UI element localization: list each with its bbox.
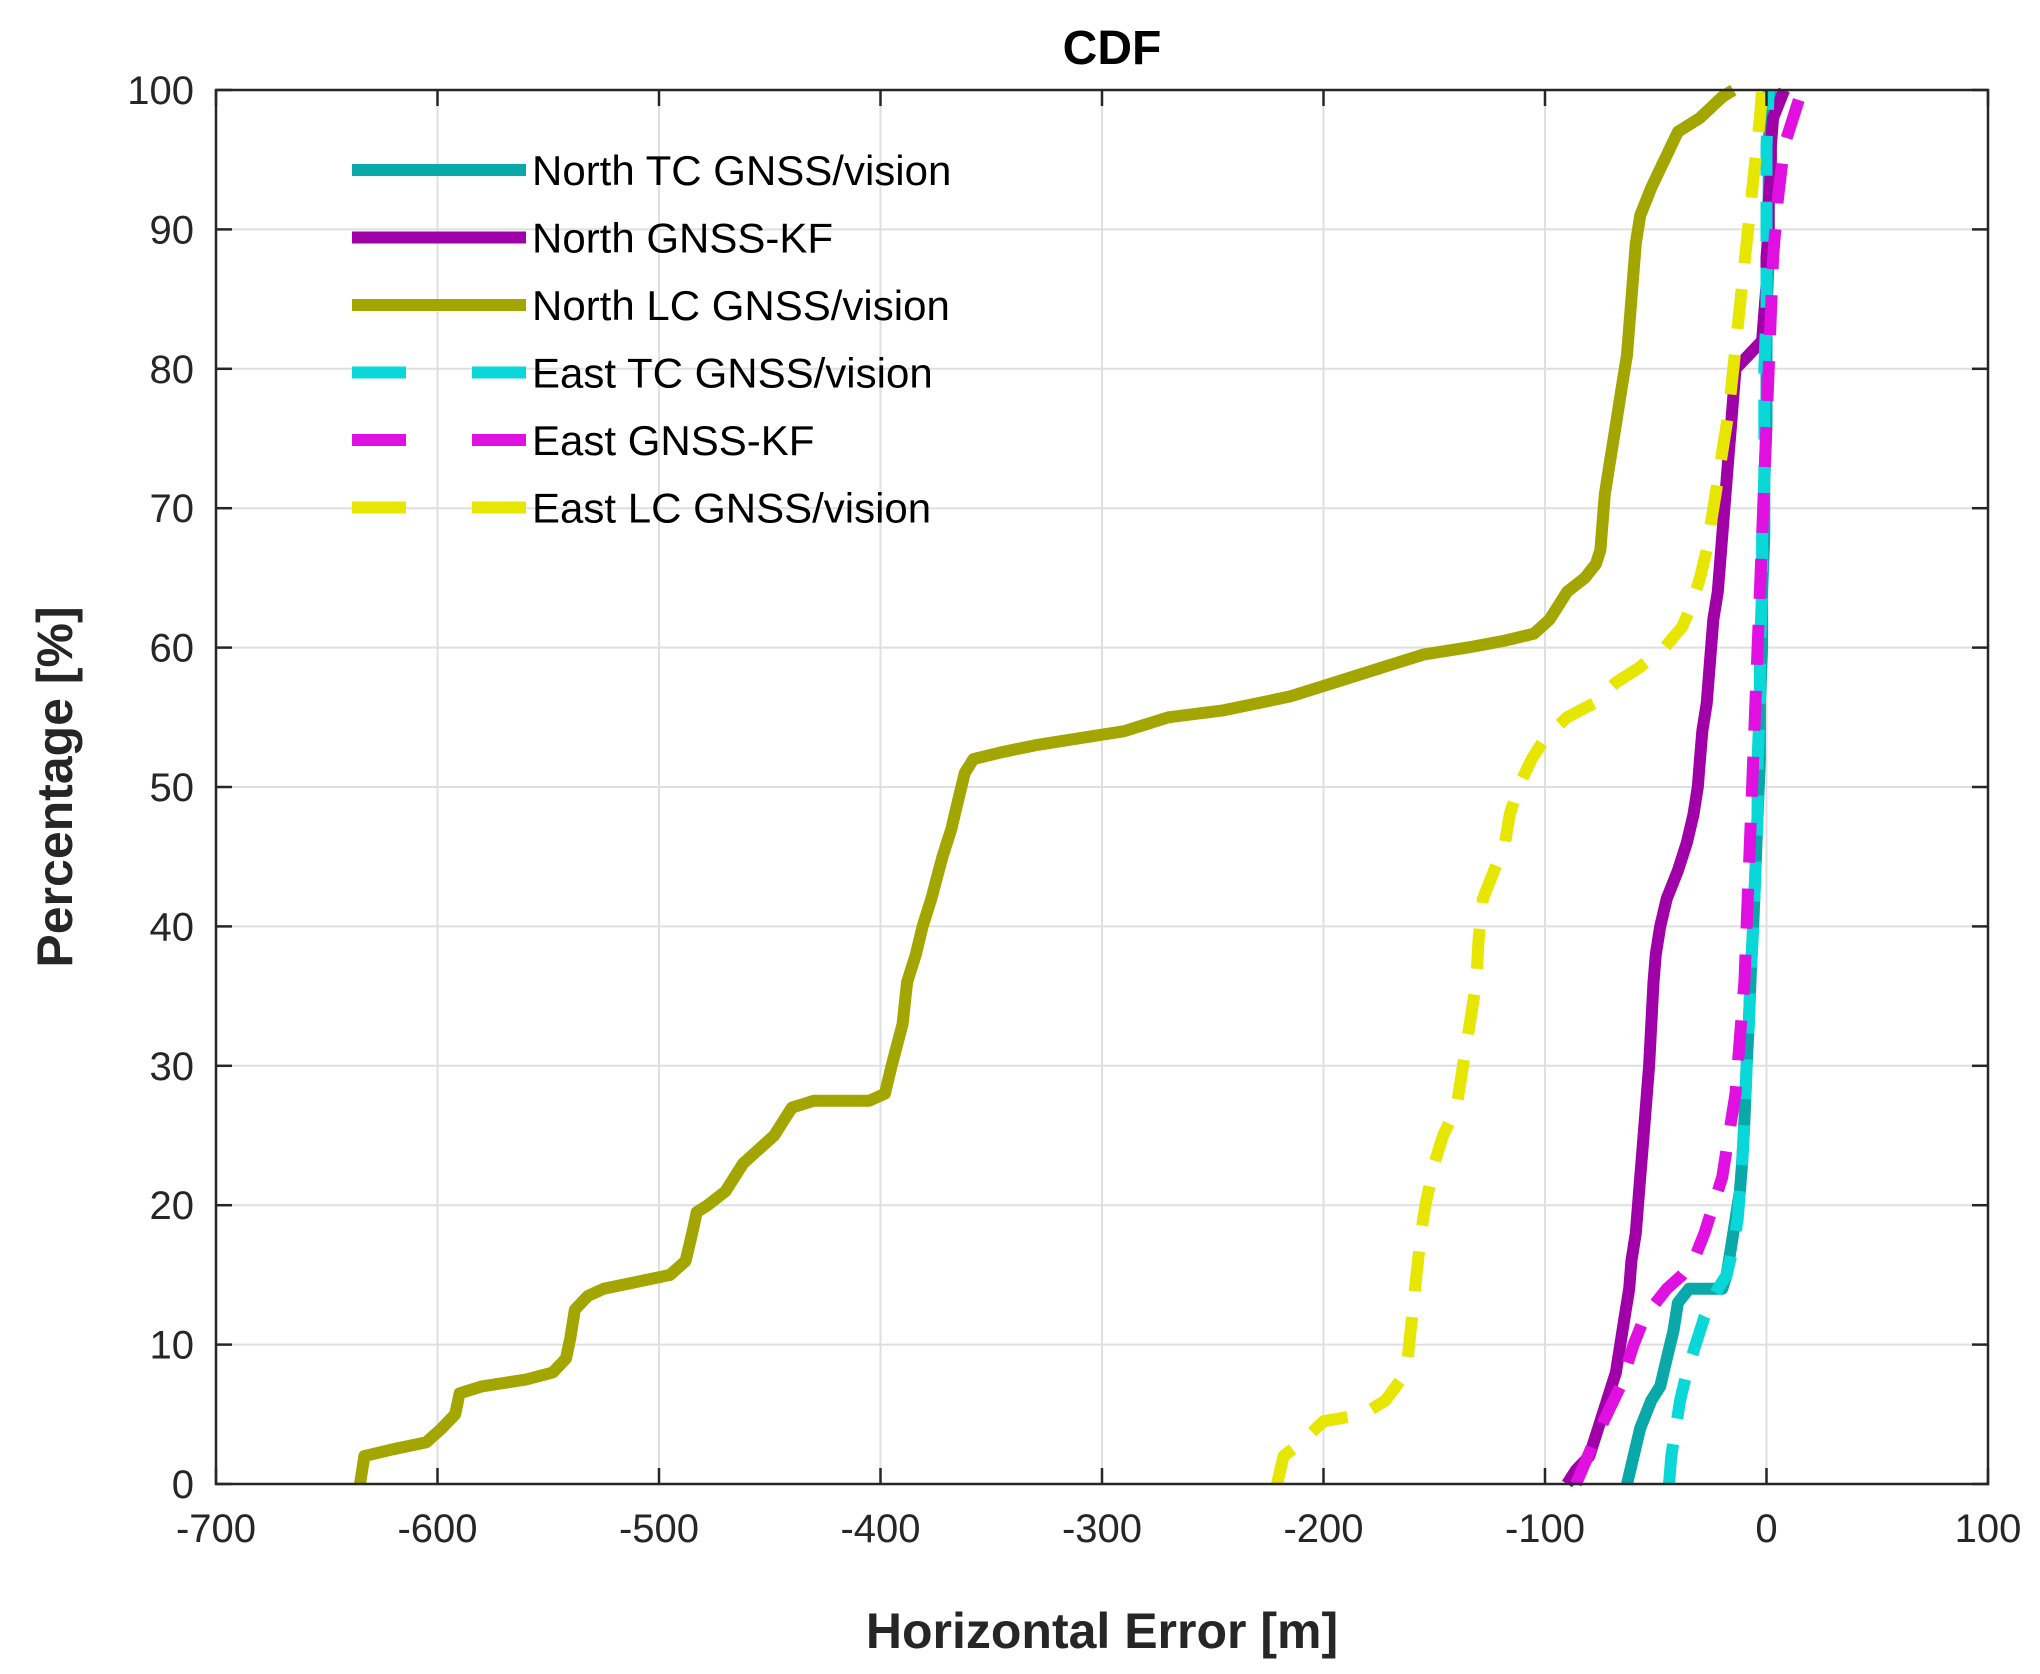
y-tick-label: 60 <box>150 627 195 671</box>
x-tick-label: -400 <box>840 1507 920 1551</box>
chart-title: CDF <box>1063 22 1162 75</box>
y-tick-label: 30 <box>150 1045 195 1089</box>
y-tick-label: 90 <box>150 208 195 252</box>
x-axis-title: Horizontal Error [m] <box>866 1603 1338 1659</box>
x-tick-label: -200 <box>1283 1507 1363 1551</box>
y-tick-label: 40 <box>150 905 195 949</box>
y-tick-label: 20 <box>150 1184 195 1228</box>
legend-label: North GNSS-KF <box>532 215 833 262</box>
gridlines <box>215 89 1989 1485</box>
y-tick-label: 80 <box>150 348 195 392</box>
legend: North TC GNSS/vision North GNSS-KF North L… <box>352 147 951 532</box>
series-line-east-lc-gnss-vision <box>1271 89 1769 1486</box>
y-tick-label: 100 <box>127 69 194 113</box>
legend-label: East LC GNSS/vision <box>532 485 931 532</box>
y-tick-label: 0 <box>172 1463 194 1507</box>
x-tick-label: -100 <box>1505 1507 1585 1551</box>
series-line-east-tc-gnss-vision <box>1663 89 1775 1485</box>
y-tick-label: 50 <box>150 766 195 810</box>
x-tick-label: -500 <box>619 1507 699 1551</box>
series-line-north-gnss-kf <box>1562 87 1790 1488</box>
series-layer <box>354 84 1808 1488</box>
legend-label: North TC GNSS/vision <box>532 147 951 194</box>
x-tick-label: 100 <box>1955 1507 2022 1551</box>
x-tick-label: 0 <box>1755 1507 1777 1551</box>
legend-label: East GNSS-KF <box>532 417 814 464</box>
series-line-east-gnss-kf <box>1570 88 1808 1487</box>
series-line-north-lc-gnss-vision <box>354 84 1737 1485</box>
y-axis-title: Percentage [%] <box>27 606 83 967</box>
axis-ticks: -700 -600 -500 -400 -300 -200 -100 0 100 0 10 20 30 4… <box>127 69 2021 1551</box>
y-tick-label: 70 <box>150 487 195 531</box>
x-tick-label: -700 <box>176 1507 256 1551</box>
y-tick-label: 10 <box>150 1324 195 1368</box>
x-tick-label: -300 <box>1062 1507 1142 1551</box>
legend-label: North LC GNSS/vision <box>532 282 950 329</box>
legend-label: East TC GNSS/vision <box>532 350 933 397</box>
x-tick-label: -600 <box>397 1507 477 1551</box>
